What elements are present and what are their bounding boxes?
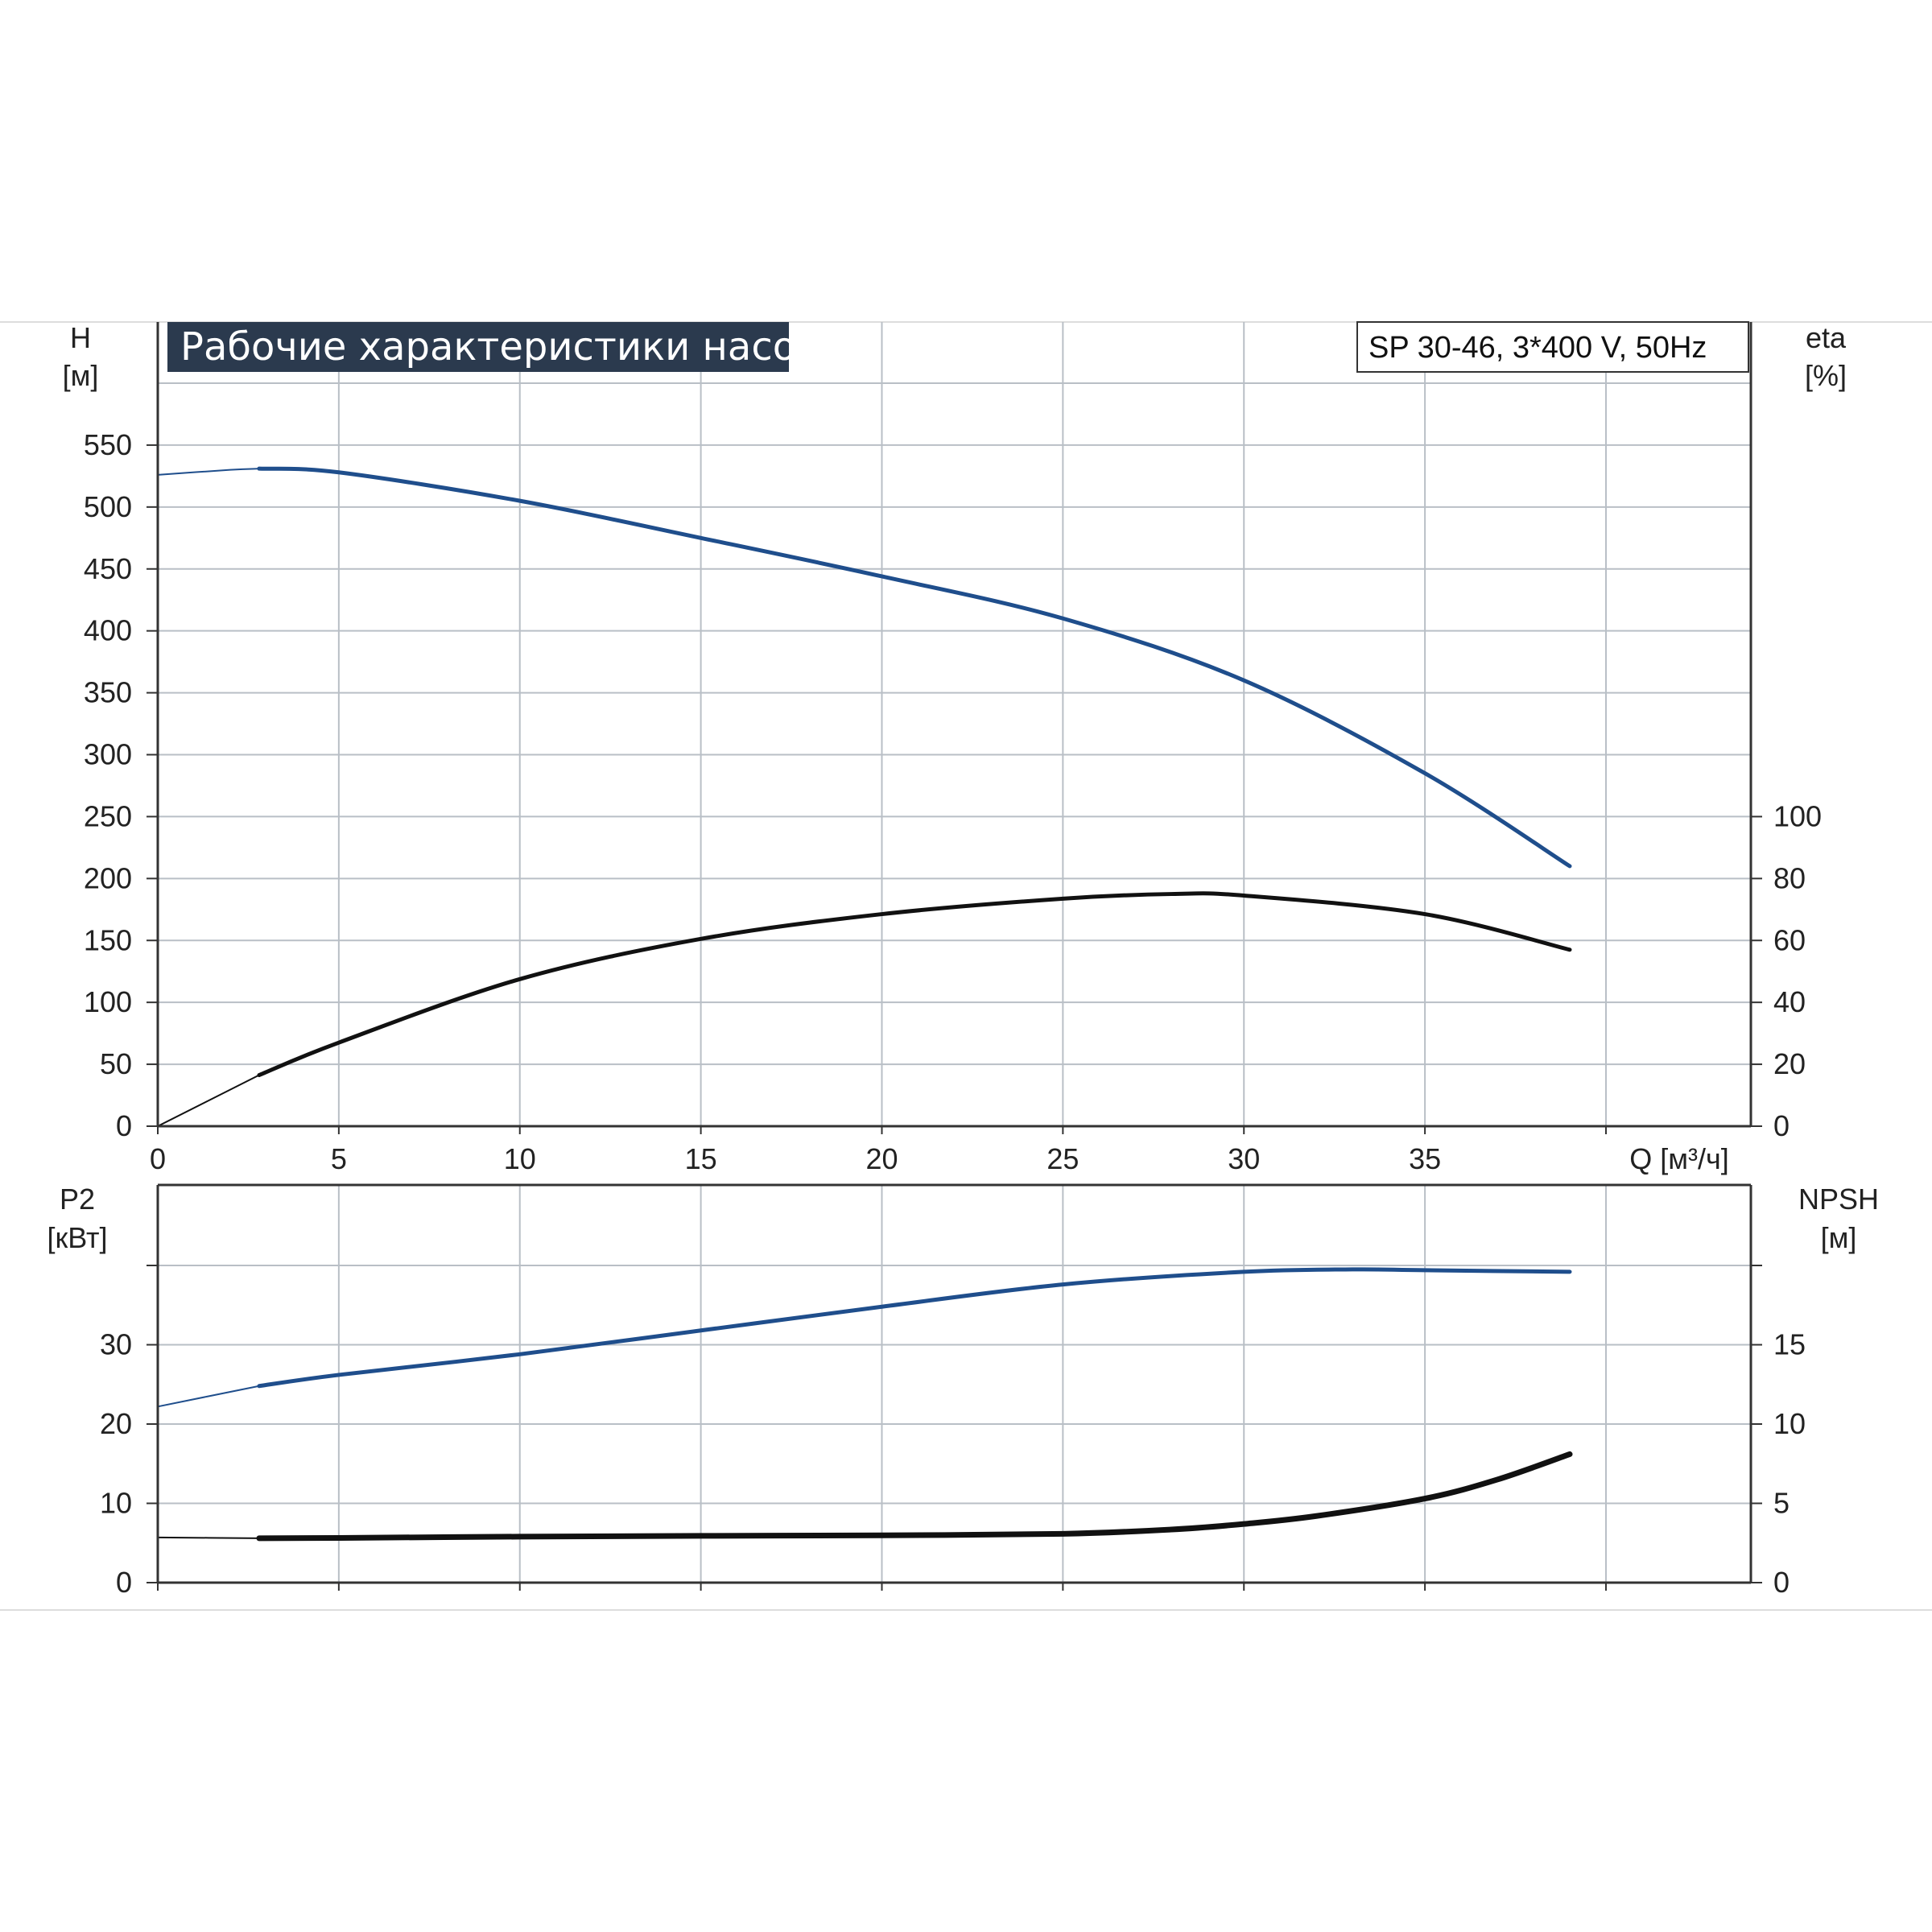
y-right-tick-label: 0 [1773, 1566, 1790, 1599]
y-left-tick-label: 200 [84, 861, 132, 894]
y-left-tick-label: 400 [84, 614, 132, 647]
y-right-tick-label: 0 [1773, 1109, 1790, 1142]
y-right-tick-label: 80 [1773, 861, 1806, 894]
y-left-tick-label: 50 [100, 1047, 132, 1080]
top-series-1-line [257, 891, 1572, 1078]
y-right-bottom-label: NPSH [1798, 1183, 1879, 1216]
y-right-top-unit: [%] [1805, 359, 1847, 392]
y-left-tick-label: 250 [84, 799, 132, 832]
y-left-tick-label: 0 [116, 1566, 132, 1599]
y-left-tick-label: 0 [116, 1109, 132, 1142]
y-left-top-unit: [м] [63, 359, 99, 392]
y-left-top-label: H [70, 321, 91, 354]
x-tick-label: 30 [1228, 1142, 1260, 1175]
y-left-bottom-unit: [кВт] [47, 1221, 107, 1254]
chart-title: Рабочие характеристики насоса [180, 324, 841, 369]
y-right-tick-label: 5 [1773, 1487, 1790, 1520]
y-left-tick-label: 30 [100, 1328, 132, 1361]
y-left-tick-label: 550 [84, 428, 132, 461]
y-right-top-label: eta [1806, 321, 1847, 354]
y-left-tick-label: 150 [84, 923, 132, 956]
top-plot-series [157, 466, 1572, 1127]
y-left-tick-label: 20 [100, 1407, 132, 1440]
x-tick-label: 10 [504, 1142, 536, 1175]
y-left-tick-label: 10 [100, 1487, 132, 1520]
x-tick-label: 0 [150, 1142, 166, 1175]
y-right-tick-label: 100 [1773, 799, 1822, 832]
bottom-plot-grid [158, 1185, 1751, 1583]
x-tick-label: 5 [331, 1142, 347, 1175]
y-right-tick-label: 60 [1773, 923, 1806, 956]
axes [156, 322, 1752, 1584]
x-axis-label: Q [м³/ч] [1629, 1142, 1729, 1175]
y-left-tick-label: 500 [84, 490, 132, 523]
top-series-1-extrapolated-line [157, 1074, 260, 1127]
frame-lines [0, 321, 1932, 1611]
x-tick-label: 25 [1046, 1142, 1079, 1175]
top-plot-grid [158, 322, 1751, 1126]
y-right-tick-label: 15 [1773, 1328, 1806, 1361]
top-series-0-line [257, 466, 1572, 869]
bottom-series-1-line [256, 1451, 1573, 1542]
title-background [167, 322, 789, 372]
bottom-series-0-line [257, 1267, 1572, 1389]
model-label: SP 30-46, 3*400 V, 50Hz [1368, 331, 1707, 365]
model-label-box [1356, 321, 1749, 373]
y-left-tick-label: 100 [84, 985, 132, 1018]
y-left-tick-label: 300 [84, 738, 132, 771]
y-right-tick-label: 10 [1773, 1407, 1806, 1440]
y-left-tick-label: 350 [84, 676, 132, 709]
bottom-series-0-extrapolated-line [157, 1385, 260, 1408]
tick-labels: 0 5 10 15 20 25 30 3505010015020025030035040045… [84, 428, 1822, 1599]
y-right-tick-label: 20 [1773, 1047, 1806, 1080]
top-series-0-extrapolated-line [157, 468, 259, 476]
y-right-tick-label: 40 [1773, 985, 1806, 1018]
x-tick-label: 35 [1409, 1142, 1441, 1175]
bottom-plot-series [157, 1267, 1573, 1542]
y-right-bottom-unit: [м] [1821, 1221, 1857, 1254]
y-left-tick-label: 450 [84, 552, 132, 585]
x-tick-label: 15 [685, 1142, 717, 1175]
y-left-bottom-label: P2 [60, 1183, 95, 1216]
x-tick-label: 20 [865, 1142, 898, 1175]
